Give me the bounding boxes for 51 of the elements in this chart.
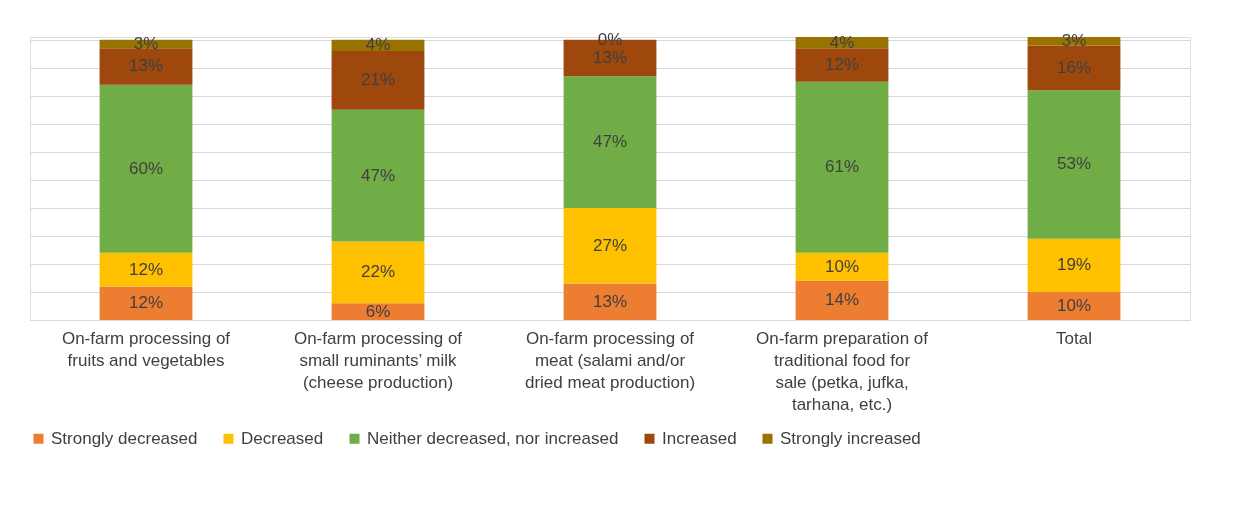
data-label: 60%	[128, 158, 164, 178]
data-label: 12%	[824, 55, 860, 75]
data-label: 13%	[592, 291, 628, 311]
data-label: 13%	[592, 48, 628, 68]
bar	[795, 81, 889, 253]
bar	[563, 76, 657, 208]
bar	[331, 241, 425, 304]
data-label: 14%	[824, 290, 860, 310]
x-tick-label: On-farm processing of meat (salami and/or dried meat production)	[524, 328, 696, 392]
data-label: 53%	[1056, 154, 1092, 174]
legend-label: Strongly increased	[780, 428, 921, 448]
data-label: 22%	[360, 262, 396, 282]
legend-label: Neither decreased, nor increased	[367, 428, 619, 448]
legend-label: Decreased	[241, 428, 324, 448]
legend-label: Increased	[662, 428, 737, 448]
bar	[331, 51, 425, 110]
data-label: 47%	[360, 165, 396, 185]
bar	[1027, 90, 1121, 239]
bar	[99, 286, 193, 320]
data-label: 47%	[592, 132, 628, 152]
data-label: 13%	[128, 56, 164, 76]
bar	[1027, 238, 1121, 292]
bar	[99, 48, 193, 85]
bar	[563, 207, 657, 284]
data-label: 21%	[360, 70, 396, 90]
data-label: 12%	[128, 259, 164, 279]
bar	[99, 252, 193, 287]
data-label: 6%	[365, 301, 391, 321]
data-label: 3%	[133, 34, 159, 53]
bar	[99, 84, 193, 253]
data-label: 19%	[1056, 255, 1092, 275]
data-label: 4%	[829, 32, 855, 52]
legend-label: Strongly decreased	[51, 428, 198, 448]
bar	[795, 280, 889, 320]
bar	[563, 283, 657, 320]
x-tick-label: On-farm preparation of traditional food for sale (petka, jufka, tarhana, etc.)	[756, 328, 929, 414]
bar	[795, 48, 889, 82]
data-label: 16%	[1056, 57, 1092, 77]
data-label: 4%	[365, 35, 391, 55]
data-label: 10%	[824, 256, 860, 276]
bar	[795, 252, 889, 281]
x-tick-label: On-farm processing of small ruminants’ milk (cheese production)	[293, 328, 463, 392]
x-tick-label: Total	[1056, 328, 1092, 348]
data-label: 12%	[128, 293, 164, 313]
bar	[331, 109, 425, 242]
data-label: 61%	[824, 157, 860, 177]
x-tick-label: On-farm processing of fruits and vegetables	[61, 328, 231, 370]
bar	[1027, 45, 1121, 91]
data-label: 10%	[1056, 295, 1092, 315]
bar	[1027, 291, 1121, 320]
data-label: 27%	[592, 235, 628, 255]
